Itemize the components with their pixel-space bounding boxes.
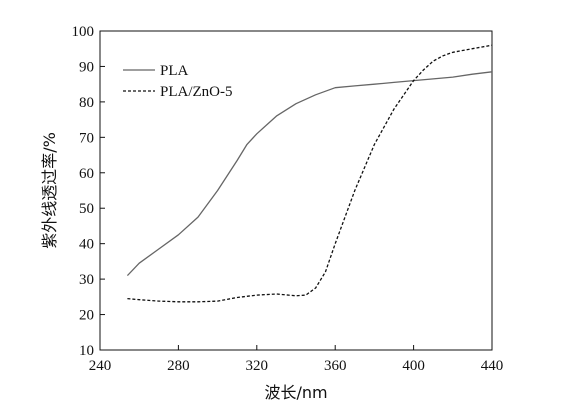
x-tick-label: 240 [89, 358, 112, 374]
plot-frame [99, 30, 493, 351]
series-line-pla-zno-5 [127, 44, 493, 303]
x-tick-label: 320 [246, 358, 269, 374]
y-tick-label: 100 [72, 24, 95, 40]
legend-label: PLA/ZnO-5 [160, 84, 233, 100]
y-tick-label: 70 [79, 130, 94, 146]
y-tick-label: 80 [79, 95, 94, 111]
x-tick-label: 440 [481, 358, 504, 374]
y-tick-label: 20 [79, 308, 94, 324]
y-axis-label: 紫外线透过率/% [40, 132, 59, 249]
series-line-pla [126, 71, 493, 277]
series-layer [126, 44, 493, 303]
y-tick-label: 40 [79, 237, 94, 253]
x-tick-label: 280 [167, 358, 190, 374]
x-axis-label: 波长/nm [264, 383, 327, 402]
legend-label: PLA [160, 63, 189, 79]
y-tick-label: 90 [79, 59, 94, 75]
y-tick-label: 60 [79, 166, 94, 182]
axes: 240 280 320 360 400 440 10 20 30 40 50 60 70 80 90 100 [72, 24, 504, 374]
y-tick-label: 50 [79, 201, 94, 217]
legend: PLA PLA/ZnO-5 [123, 63, 233, 100]
x-tick-label: 400 [402, 358, 425, 374]
y-tick-label: 10 [79, 343, 94, 359]
x-tick-label: 360 [324, 358, 347, 374]
y-tick-label: 30 [79, 272, 94, 288]
